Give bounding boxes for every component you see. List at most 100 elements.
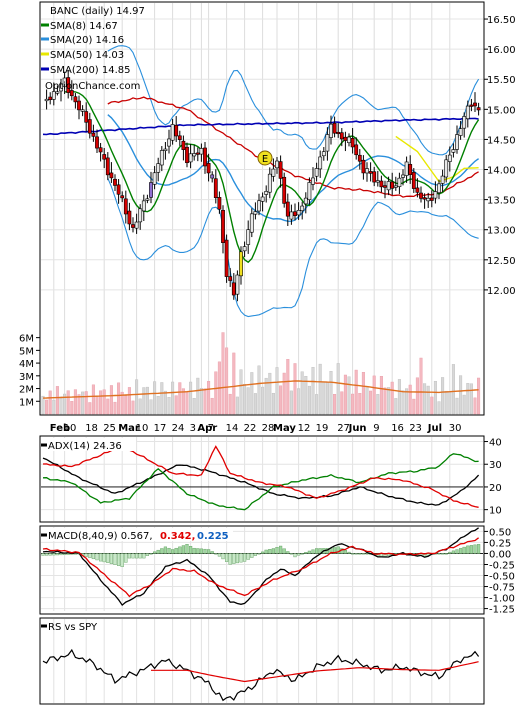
candle-body <box>379 180 384 188</box>
macd-histogram-bar <box>300 553 304 555</box>
candle-body <box>397 177 402 187</box>
macd-histogram-bar <box>459 548 463 554</box>
volume-bar <box>376 394 380 415</box>
volume-bar <box>419 357 423 415</box>
candle-body <box>156 163 161 173</box>
macd-histogram-bar <box>221 553 225 560</box>
macd-histogram-bar <box>354 553 358 555</box>
volume-bar <box>55 386 59 415</box>
candle-body <box>339 132 344 140</box>
candle-body <box>231 282 236 296</box>
volume-bar <box>66 390 70 415</box>
volume-bar <box>390 381 394 415</box>
candle-body <box>458 128 463 136</box>
volume-bar <box>264 377 268 415</box>
bollinger-upper-band <box>107 45 480 156</box>
x-day-label: 18 <box>85 423 98 434</box>
volume-bar <box>253 393 257 415</box>
volume-bar <box>131 400 135 415</box>
macd-histogram-bar <box>268 549 272 554</box>
candle-body <box>365 168 369 174</box>
macd-histogram-bar <box>156 549 160 554</box>
candle-body <box>393 185 398 188</box>
volume-bar <box>235 396 239 415</box>
volume-bar <box>329 371 333 415</box>
macd-histogram-bar <box>264 549 268 554</box>
adx-title: ADX(14) 24.36 <box>48 441 122 452</box>
candle-body <box>419 192 423 199</box>
candle-body <box>444 159 449 178</box>
macd-histogram-bar <box>88 553 92 558</box>
macd-histogram-bar <box>206 549 211 554</box>
candle-body <box>300 205 305 211</box>
candle-body <box>455 134 459 150</box>
macd-histogram-bar <box>455 549 459 554</box>
macd-histogram-bar <box>167 547 171 554</box>
volume-bar <box>45 399 49 415</box>
candle-body <box>145 198 150 201</box>
volume-bar <box>185 391 189 415</box>
y-tick-label: 0.25 <box>489 538 511 549</box>
volume-bar <box>156 396 160 415</box>
candle-body <box>228 276 233 281</box>
volume-bar <box>239 369 243 415</box>
x-day-label: 27 <box>337 423 350 434</box>
candle-body <box>188 153 193 163</box>
volume-bar <box>401 390 405 415</box>
watermark: OptionChance.com <box>45 81 140 92</box>
volume-bar <box>383 387 387 415</box>
volume-bar <box>426 385 430 415</box>
volume-bar <box>153 381 157 415</box>
volume-bar <box>138 398 142 415</box>
x-month-label: Jun <box>348 423 367 434</box>
candle-body <box>192 153 197 157</box>
volume-bar <box>477 377 481 415</box>
candle-body <box>127 210 132 225</box>
volume-y-tick-label: 6M <box>19 334 34 345</box>
candle-body <box>278 161 283 179</box>
volume-bar <box>243 384 247 415</box>
candle-body <box>451 149 456 153</box>
price-y-tick-label: 13.00 <box>487 226 516 237</box>
volume-bar <box>455 397 459 415</box>
x-day-label: 7 <box>208 423 214 434</box>
date-x-axis: Feb Mar Apr May Jun Jul 10 18 25 10 17 24 3 7 14 22 28 12… <box>50 423 462 434</box>
candle-body <box>415 187 420 193</box>
candle-body <box>271 168 276 177</box>
price-y-tick-label: 12.00 <box>487 286 516 297</box>
macd-histogram-bar <box>315 548 319 554</box>
macd-histogram-bar <box>437 553 441 555</box>
candle-body <box>264 191 269 195</box>
macd-histogram-bar <box>275 547 279 554</box>
candle-body <box>69 90 74 97</box>
macd-histogram-bar <box>469 545 473 554</box>
candle-body <box>411 172 416 189</box>
price-y-tick-label: 14.50 <box>487 135 516 146</box>
volume-bar <box>48 390 52 415</box>
candle-body <box>303 197 308 205</box>
price-y-tick-label: 15.00 <box>487 105 516 116</box>
adx-title-bg <box>41 438 136 451</box>
volume-bar <box>41 395 45 415</box>
volume-bar <box>246 387 250 415</box>
candle-body <box>437 183 441 193</box>
macd-histogram-bar <box>304 552 308 554</box>
candle-body <box>336 131 341 135</box>
volume-bar <box>322 381 326 415</box>
adx-panel: ADX(14) 24.36 40 30 20 10 <box>39 435 502 523</box>
candle-body <box>476 107 481 111</box>
candle-body <box>314 168 319 177</box>
volume-bar <box>174 395 178 415</box>
macd-histogram-bar <box>365 553 369 555</box>
candle-body <box>91 132 96 137</box>
volume-bar <box>394 398 398 415</box>
macd-histogram-bar <box>170 549 175 554</box>
x-month-label: May <box>273 423 296 434</box>
macd-histogram-bar <box>279 545 283 554</box>
x-day-label: 25 <box>103 423 116 434</box>
y-tick-label: -0.50 <box>489 572 515 583</box>
volume-bar <box>127 387 131 415</box>
candle-body <box>177 135 182 140</box>
volume-bar <box>351 393 355 415</box>
price-panel: E BANC (daily) 14.97 SMA(8) 14.67 SMA(20… <box>19 1 516 434</box>
